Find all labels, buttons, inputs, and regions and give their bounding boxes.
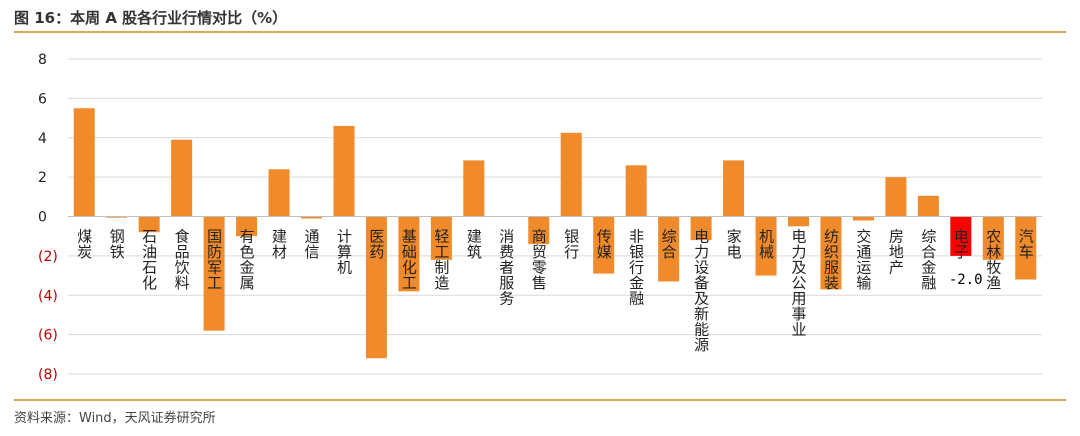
bar (301, 216, 322, 219)
x-tick-label: 钢铁 (108, 229, 126, 260)
bar (625, 165, 647, 217)
bar (398, 216, 420, 292)
x-tick-label: 银行 (562, 229, 580, 261)
x-tick-label: 建材 (270, 229, 288, 260)
x-tick-label: 轻工制造 (432, 229, 450, 292)
x-tick-label: 国防军工 (205, 229, 223, 291)
bar (723, 160, 745, 217)
x-tick-label: 农林牧渔 (984, 229, 1002, 291)
figure-title: 图 16：本周 A 股各行业行情对比（%） (14, 9, 288, 27)
bar (73, 108, 95, 217)
bar (788, 216, 809, 227)
x-tick-label: 石油石化 (140, 229, 158, 291)
y-tick-label: 4 (38, 131, 47, 147)
bottom-rule (14, 399, 1066, 401)
x-tick-label: 电力设备及新能源 (692, 229, 710, 353)
x-tick-label: 有色金属 (238, 229, 256, 291)
bar (171, 139, 193, 217)
bar (528, 216, 550, 245)
x-tick-label: 汽车 (1017, 229, 1035, 260)
bar (106, 216, 128, 218)
bar (852, 216, 874, 221)
x-tick-label: 电力及公用事业 (790, 229, 808, 338)
x-tick-label: 通信 (303, 229, 321, 260)
y-tick-label: (6) (38, 328, 58, 344)
bar (593, 216, 615, 274)
x-tick-label: 计算机 (335, 229, 353, 276)
x-tick-label: 非银行金融 (627, 229, 645, 307)
y-tick-label: 2 (38, 170, 47, 186)
bar (917, 195, 939, 217)
top-rule (14, 31, 1066, 33)
bar (885, 177, 907, 217)
bar-chart: 8 6 4 2 0 (2) (4) (6) (8) 煤炭 钢铁 石油石化 食品饮料 国防军工 有色金属 建材通… (38, 52, 1042, 383)
x-tick-label: 房地产 (887, 229, 905, 276)
x-tick-label: 基础化工 (400, 229, 418, 291)
bar (1015, 216, 1037, 280)
bar (560, 132, 582, 217)
y-tick-label: (2) (38, 249, 58, 265)
x-tick-label: 煤炭 (75, 229, 93, 260)
bar (236, 216, 258, 237)
y-tick-label: (4) (38, 288, 58, 304)
x-tick-label: 建筑 (465, 229, 483, 261)
bar (950, 216, 972, 256)
x-tick-label: 机械 (757, 229, 775, 260)
bar (820, 216, 842, 290)
x-tick-label: 家电 (725, 229, 743, 260)
bar (333, 125, 355, 217)
y-tick-label: 8 (38, 52, 47, 68)
data-label: -2.0 (949, 272, 983, 288)
bar (658, 216, 680, 282)
x-tick-label: 传媒 (595, 229, 613, 260)
bar (203, 216, 225, 331)
bar (268, 169, 290, 217)
y-tick-label: 6 (38, 91, 47, 107)
bar (138, 216, 160, 233)
x-tick-label: 综合 (660, 229, 678, 260)
x-tick-label: 纺织服装 (822, 229, 840, 291)
x-tick-label: 食品饮料 (173, 229, 191, 291)
bar (755, 216, 777, 276)
x-tick-label: 消费者服务 (497, 229, 515, 307)
source-note: 资料来源：Wind，天风证券研究所 (14, 411, 216, 426)
bar (463, 160, 485, 217)
y-tick-label: (8) (38, 367, 58, 383)
x-tick-label: 医药 (367, 229, 385, 261)
bar (365, 216, 387, 359)
x-tick-label: 商贸零售 (530, 229, 548, 291)
bar (430, 216, 452, 260)
x-tick-label: 综合金融 (919, 229, 937, 291)
bar (690, 216, 712, 241)
x-tick-label: 交通运输 (854, 228, 872, 291)
x-tick-label: 电子 (952, 229, 970, 260)
y-tick-label: 0 (38, 210, 47, 226)
bar (982, 216, 1004, 260)
